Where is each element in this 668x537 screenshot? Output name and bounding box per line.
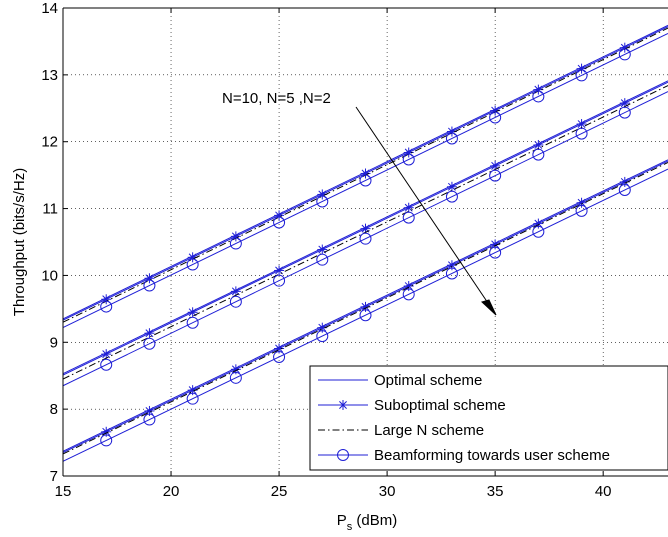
x-axis-label-subscript: s: [347, 521, 353, 533]
marker-circle: [445, 267, 458, 280]
marker-star: [446, 260, 457, 271]
marker-circle: [532, 90, 545, 103]
marker-circle: [186, 258, 199, 271]
axes: [62, 7, 668, 477]
marker-circle: [402, 288, 415, 301]
group-n-5: [63, 80, 668, 387]
marker-circle: [316, 330, 329, 343]
y-tick-label: 14: [41, 0, 58, 17]
legend-label: Optimal scheme: [374, 372, 482, 389]
marker-circle: [575, 204, 588, 217]
legend-entry-dashdot: Large N scheme: [318, 422, 484, 439]
marker-star: [576, 63, 587, 74]
legend-entry-solid: Optimal scheme: [318, 372, 482, 389]
x-tick-label: 30: [379, 483, 396, 500]
legend-label: Large N scheme: [374, 422, 484, 439]
legend-label: Suboptimal scheme: [374, 397, 506, 414]
marker-circle: [489, 111, 502, 124]
marker-circle: [273, 350, 286, 363]
tick-labels: 15 20 25 30 35 40 7 8 9 10 11 12 13 14: [41, 0, 611, 500]
x-tick-label: 15: [55, 483, 72, 500]
marker-circle: [489, 246, 502, 259]
marker-circle: [532, 225, 545, 238]
annotation-text: N=10, N=5 ,N=2: [222, 90, 331, 107]
marker-circle: [316, 195, 329, 208]
series-largeN-n5: [63, 85, 668, 380]
marker-circle: [402, 211, 415, 224]
x-tick-label: 25: [271, 483, 288, 500]
y-tick-label: 8: [50, 401, 58, 418]
marker-circle: [532, 148, 545, 161]
legend-entry-circle: Beamforming towards user scheme: [318, 447, 610, 464]
marker-circle: [575, 127, 588, 140]
marker-circle: [100, 300, 113, 313]
y-tick-label: 12: [41, 134, 58, 151]
marker-circle: [186, 392, 199, 405]
y-tick-label: 11: [42, 201, 58, 218]
annotation-arrow-head: [481, 299, 497, 316]
marker-star: [144, 328, 155, 339]
marker-circle: [229, 371, 242, 384]
marker-circle: [618, 106, 631, 119]
marker-circle: [575, 69, 588, 82]
marker-circle: [273, 274, 286, 287]
annotation-arrow-line: [355, 106, 493, 310]
marker-circle: [100, 358, 113, 371]
marker-star: [317, 244, 328, 255]
marker-star: [403, 202, 414, 213]
marker-circle: [618, 48, 631, 61]
marker-circle: [489, 169, 502, 182]
marker-star: [274, 265, 285, 276]
series-beamforming-n5: [63, 91, 668, 387]
marker-circle: [100, 434, 113, 447]
legend-marker-star: [338, 400, 348, 410]
group-n-10: [63, 24, 668, 329]
marker-star: [533, 139, 544, 150]
legend: Optimal scheme Suboptimal scheme Large N s…: [309, 365, 668, 471]
series-largeN-n2: [63, 161, 668, 455]
x-axis-label: Ps (dBm): [337, 512, 398, 533]
marker-star: [187, 307, 198, 318]
marker-circle: [229, 237, 242, 250]
annotation: N=10, N=5 ,N=2: [222, 90, 497, 316]
marker-circle: [445, 190, 458, 203]
marker-circle: [402, 153, 415, 166]
plot-series: [63, 24, 668, 462]
marker-circle: [143, 413, 156, 426]
x-tick-label: 40: [595, 483, 612, 500]
x-axis-label-main: P: [337, 512, 347, 529]
y-tick-label: 13: [41, 67, 58, 84]
y-tick-label: 9: [50, 334, 58, 351]
legend-label: Beamforming towards user scheme: [374, 447, 610, 464]
legend-marker-circle: [337, 449, 349, 461]
marker-circle: [359, 232, 372, 245]
group-n-2: [63, 159, 668, 462]
marker-circle: [273, 216, 286, 229]
marker-star: [490, 239, 501, 250]
x-axis-label-unit: (dBm): [352, 512, 397, 529]
series-beamforming-n10: [63, 32, 668, 329]
marker-circle: [143, 279, 156, 292]
marker-circle: [316, 253, 329, 266]
series-beamforming-n2: [63, 168, 668, 462]
legend-entry-star: Suboptimal scheme: [318, 397, 506, 414]
marker-circle: [445, 132, 458, 145]
y-tick-label: 10: [41, 267, 58, 284]
marker-star: [101, 349, 112, 360]
marker-circle: [359, 174, 372, 187]
marker-circle: [186, 316, 199, 329]
x-tick-label: 20: [163, 483, 180, 500]
y-axis-label: Throughput (bits/s/Hz): [11, 168, 28, 316]
marker-circle: [229, 295, 242, 308]
marker-circle: [618, 183, 631, 196]
marker-star: [576, 197, 587, 208]
y-tick-label: 7: [50, 468, 58, 485]
marker-star: [446, 181, 457, 192]
legend-box: [309, 365, 668, 471]
marker-circle: [359, 309, 372, 322]
x-tick-label: 35: [487, 483, 504, 500]
marker-circle: [143, 337, 156, 350]
